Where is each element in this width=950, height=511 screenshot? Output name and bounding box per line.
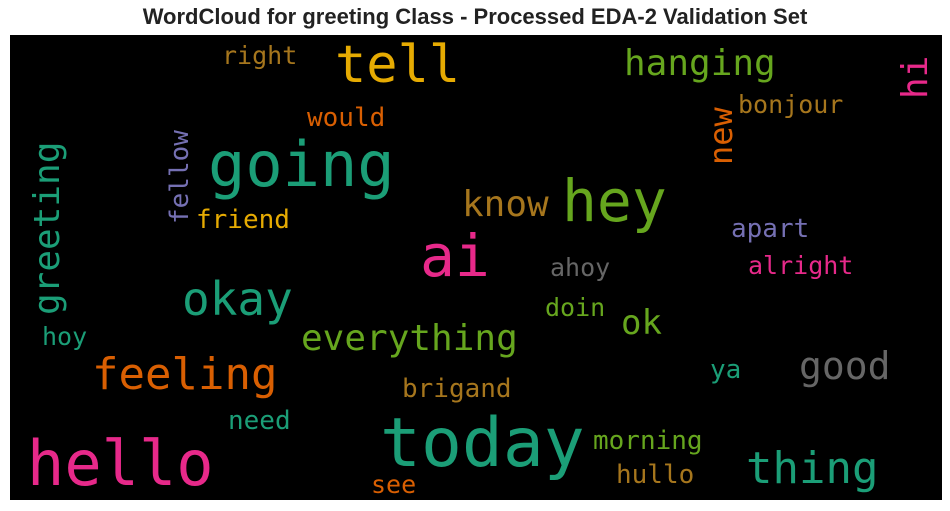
word-would: would <box>307 103 386 133</box>
word-bonjour: bonjour <box>738 90 844 119</box>
word-alright: alright <box>748 251 854 280</box>
word-friend: friend <box>196 205 290 235</box>
word-going: going <box>208 128 395 201</box>
word-greeting: greeting <box>27 141 68 315</box>
word-okay: okay <box>182 272 293 326</box>
word-ya: ya <box>710 355 742 385</box>
word-today: today <box>380 404 585 483</box>
word-tell: tell <box>335 35 461 95</box>
word-good: good <box>799 344 891 388</box>
word-hoy: hoy <box>42 322 88 351</box>
chart-title: WordCloud for greeting Class - Processed… <box>142 4 808 29</box>
word-fellow: fellow <box>165 130 195 224</box>
word-know: know <box>462 184 549 225</box>
word-need: need <box>228 406 291 436</box>
word-new: new <box>702 107 740 165</box>
word-apart: apart <box>731 214 810 244</box>
word-hi: hi <box>895 55 936 99</box>
word-see: see <box>371 470 417 499</box>
word-cloud: tell right hanging hi would bonjour new … <box>10 35 942 500</box>
word-hello: hello <box>27 427 214 500</box>
word-hey: hey <box>562 167 667 235</box>
word-brigand: brigand <box>402 374 512 404</box>
word-thing: thing <box>746 443 879 494</box>
word-everything: everything <box>301 318 518 359</box>
word-feeling: feeling <box>92 349 278 400</box>
word-doin: doin <box>545 293 606 322</box>
word-hullo: hullo <box>616 460 695 490</box>
word-right: right <box>222 41 298 70</box>
word-ai: ai <box>420 222 490 290</box>
word-ok: ok <box>621 303 662 343</box>
word-hanging: hanging <box>624 43 776 84</box>
word-ahoy: ahoy <box>550 253 611 282</box>
word-morning: morning <box>593 426 703 456</box>
